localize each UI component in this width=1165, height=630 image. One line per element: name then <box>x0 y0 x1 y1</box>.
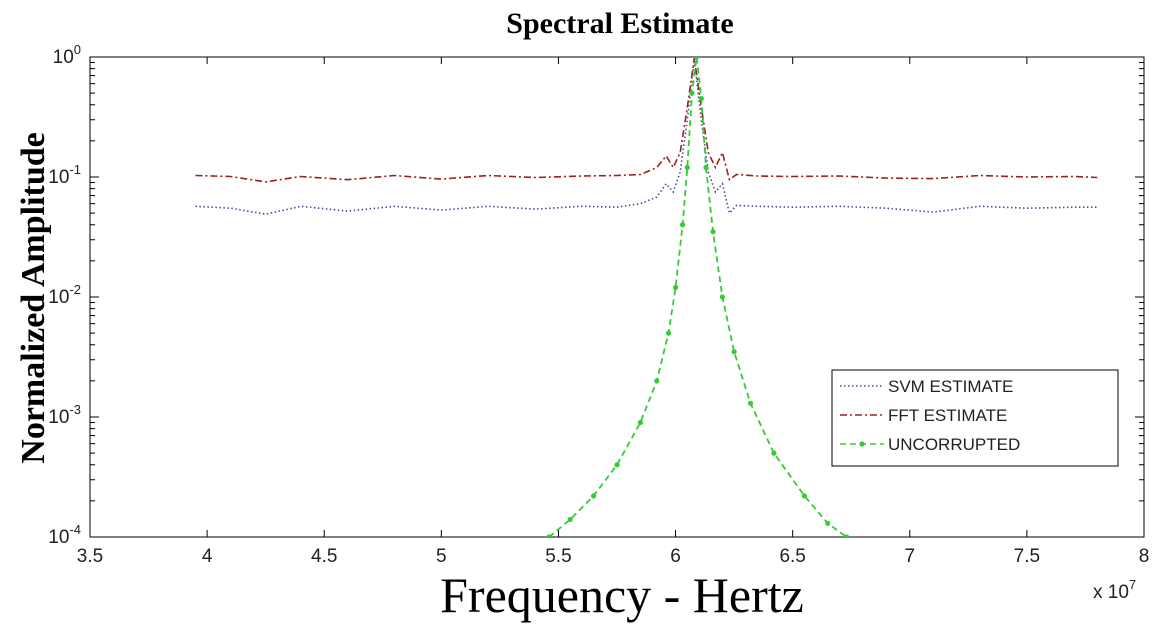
series-line <box>548 57 848 537</box>
y-tick-label-exp: 0 <box>74 42 81 57</box>
series-point <box>698 96 704 102</box>
x-tick-label: 7.5 <box>1014 546 1040 567</box>
x-tick-label: 8 <box>1139 546 1150 567</box>
x-tick-label: 4 <box>202 546 213 567</box>
y-tick-label-base: 10 <box>48 407 69 428</box>
series-point <box>614 462 620 468</box>
series-point <box>719 294 726 300</box>
series-point <box>703 164 709 171</box>
series-point <box>731 349 737 355</box>
y-tick-label-exp: -3 <box>69 402 81 417</box>
series-point <box>546 534 552 537</box>
legend-label: SVM ESTIMATE <box>888 377 1013 396</box>
y-tick-label: 100 <box>53 42 81 68</box>
x-axis-multiplier-exp: 7 <box>1129 577 1136 592</box>
y-tick-label-exp: -4 <box>69 522 81 537</box>
y-tick-label: 10-4 <box>48 522 81 548</box>
series-point <box>684 164 690 171</box>
x-tick-label: 6 <box>670 546 681 567</box>
series-point <box>637 419 644 426</box>
legend: SVM ESTIMATE FFT ESTIMATE UNCORRUPTED <box>831 369 1119 467</box>
series-point <box>843 534 850 537</box>
series-layer <box>195 57 1098 537</box>
series-point <box>747 400 754 406</box>
x-axis-multiplier-base: x 10 <box>1093 582 1129 603</box>
series-line <box>195 59 1098 216</box>
y-tick-label-base: 10 <box>48 527 69 548</box>
y-tick-label-exp: -1 <box>69 162 81 177</box>
series-line <box>195 57 1098 183</box>
legend-label: FFT ESTIMATE <box>888 406 1007 425</box>
x-tick-label: 4.5 <box>311 546 337 567</box>
series-point <box>679 222 686 228</box>
y-tick-label-exp: -2 <box>69 282 81 297</box>
series-point <box>825 520 831 526</box>
x-tick-group: 3.5 4 4.5 5 5.5 6 6.5 7 7.5 8 <box>77 57 1150 567</box>
series-point <box>771 450 777 456</box>
y-axis-label: Normalized Amplitude <box>15 132 52 463</box>
legend-box <box>831 369 1119 467</box>
series-point <box>689 90 695 96</box>
chart-title: Spectral Estimate <box>506 7 733 40</box>
series-point <box>710 229 716 235</box>
x-tick-label: 3.5 <box>77 546 103 567</box>
y-tick-label-base: 10 <box>53 47 74 68</box>
y-tick-label-base: 10 <box>48 287 69 308</box>
series-point <box>694 57 700 60</box>
series-point <box>654 378 660 384</box>
series-point <box>672 284 679 291</box>
x-tick-label: 6.5 <box>779 546 805 567</box>
series-uncorrupted <box>546 57 850 537</box>
series-point <box>665 330 672 336</box>
x-tick-label: 5 <box>436 546 447 567</box>
legend-label: UNCORRUPTED <box>888 435 1020 454</box>
series-svm-estimate <box>195 59 1098 216</box>
y-tick-label: 10-1 <box>48 162 81 188</box>
series-point <box>567 516 573 523</box>
series-point <box>590 493 597 499</box>
x-tick-label: 7 <box>904 546 915 567</box>
x-axis-label: Frequency - Hertz <box>440 567 804 623</box>
y-tick-label-base: 10 <box>48 167 69 188</box>
x-axis-multiplier: x 107 <box>1093 577 1136 603</box>
x-tick-label: 5.5 <box>545 546 571 567</box>
series-point <box>801 493 807 499</box>
y-tick-label: 10-3 <box>48 402 81 428</box>
y-tick-label: 10-2 <box>48 282 81 308</box>
legend-marker <box>859 441 865 447</box>
series-fft-estimate <box>195 57 1098 183</box>
